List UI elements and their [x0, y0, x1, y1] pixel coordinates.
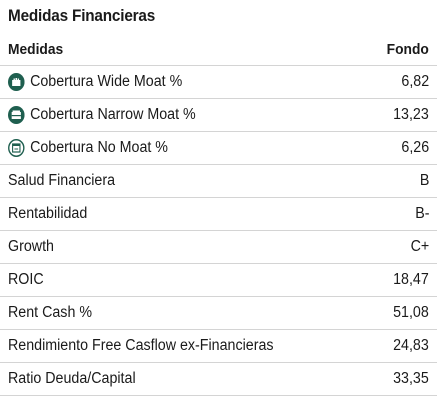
row-label: Growth	[8, 238, 54, 255]
row-value: 24,83	[393, 337, 429, 354]
row-value: 33,35	[393, 370, 429, 387]
row-label: Cobertura No Moat %	[30, 139, 168, 156]
table-row: Rent Cash % 51,08	[0, 297, 437, 330]
row-label: Salud Financiera	[8, 172, 116, 189]
measures-table: Medidas Fondo Cobertura Wide Moat % 6,82	[0, 33, 437, 396]
header-fund: Fondo	[386, 40, 429, 58]
narrow-moat-icon	[8, 106, 25, 124]
table-row: Cobertura No Moat % 6,26	[0, 132, 437, 165]
row-label: Ratio Deuda/Capital	[8, 370, 136, 387]
table-row: Ratio Deuda/Capital 33,35	[0, 363, 437, 396]
row-value: 6,82	[401, 73, 429, 90]
row-label: Rendimiento Free Casflow ex-Financieras	[8, 337, 274, 354]
table-row: ROIC 18,47	[0, 264, 437, 297]
table-row: Rentabilidad B-	[0, 198, 437, 231]
no-moat-icon	[8, 139, 25, 157]
row-value: C+	[410, 238, 429, 255]
header-measures: Medidas	[8, 40, 64, 58]
table-row: Growth C+	[0, 231, 437, 264]
table-row: Rendimiento Free Casflow ex-Financieras …	[0, 330, 437, 363]
row-label: ROIC	[8, 271, 44, 288]
panel-title: Medidas Financieras	[8, 6, 156, 25]
table-header: Medidas Fondo	[0, 33, 437, 66]
row-label: Rent Cash %	[8, 304, 93, 321]
row-label: Cobertura Wide Moat %	[30, 73, 183, 90]
row-value: B	[419, 172, 429, 189]
row-label: Rentabilidad	[8, 205, 88, 222]
row-value: 13,23	[393, 106, 429, 123]
row-value: 18,47	[393, 271, 429, 288]
table-row: Cobertura Narrow Moat % 13,23	[0, 99, 437, 132]
wide-moat-icon	[8, 73, 25, 91]
row-value: B-	[414, 205, 429, 222]
row-label: Cobertura Narrow Moat %	[30, 106, 196, 123]
row-value: 6,26	[401, 139, 429, 156]
row-value: 51,08	[393, 304, 429, 321]
table-row: Salud Financiera B	[0, 165, 437, 198]
table-row: Cobertura Wide Moat % 6,82	[0, 66, 437, 99]
